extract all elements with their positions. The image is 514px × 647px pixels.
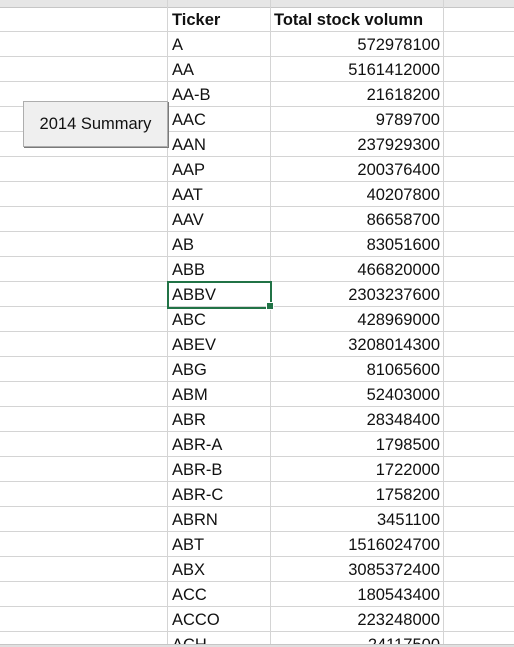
- row-gridline: [0, 31, 514, 32]
- volume-cell[interactable]: 40207800: [366, 186, 440, 204]
- volume-cell[interactable]: 572978100: [357, 36, 440, 54]
- row-gridline: [0, 406, 514, 407]
- ticker-cell[interactable]: ABR-A: [172, 436, 223, 454]
- ticker-cell[interactable]: AA: [172, 61, 195, 79]
- volume-cell[interactable]: 52403000: [366, 386, 440, 404]
- row-gridline: [0, 156, 514, 157]
- row-gridline: [0, 106, 514, 107]
- volume-cell[interactable]: 86658700: [366, 211, 440, 229]
- row-gridline: [0, 606, 514, 607]
- ticker-cell[interactable]: A: [172, 36, 184, 54]
- ticker-cell[interactable]: ACCO: [172, 611, 220, 629]
- ticker-cell[interactable]: ABX: [172, 561, 206, 579]
- volume-cell[interactable]: 21618200: [366, 86, 440, 104]
- active-cell-border: [167, 281, 272, 309]
- ticker-cell[interactable]: ABR-C: [172, 486, 224, 504]
- volume-cell[interactable]: 200376400: [357, 161, 440, 179]
- ticker-cell[interactable]: ACC: [172, 586, 207, 604]
- fill-handle[interactable]: [266, 302, 274, 310]
- row-gridline: [0, 531, 514, 532]
- volume-cell[interactable]: 83051600: [366, 236, 440, 254]
- ticker-cell[interactable]: AAV: [172, 211, 204, 229]
- row-gridline: [0, 381, 514, 382]
- ticker-cell[interactable]: ABRN: [172, 511, 218, 529]
- row-gridline: [0, 56, 514, 57]
- volume-cell[interactable]: 3208014300: [348, 336, 440, 354]
- column-gridline: [270, 0, 271, 647]
- volume-cell[interactable]: 1758200: [375, 486, 440, 504]
- ticker-cell[interactable]: AA-B: [172, 86, 211, 104]
- volume-cell[interactable]: 2303237600: [348, 286, 440, 304]
- ticker-cell[interactable]: AB: [172, 236, 195, 254]
- volume-cell[interactable]: 3085372400: [348, 561, 440, 579]
- ticker-cell[interactable]: ACH: [172, 636, 207, 647]
- row-gridline: [0, 456, 514, 457]
- row-gridline: [0, 481, 514, 482]
- volume-cell[interactable]: 223248000: [357, 611, 440, 629]
- volume-cell[interactable]: 3451100: [376, 511, 440, 529]
- volume-cell[interactable]: 466820000: [357, 261, 440, 279]
- row-gridline: [0, 556, 514, 557]
- column-gridline: [167, 0, 168, 647]
- 2014-summary-button[interactable]: 2014 Summary: [23, 101, 168, 147]
- volume-cell[interactable]: 81065600: [366, 361, 440, 379]
- row-gridline: [0, 181, 514, 182]
- ticker-cell[interactable]: ABG: [172, 361, 207, 379]
- ticker-cell[interactable]: ABEV: [172, 336, 217, 354]
- ticker-cell[interactable]: ABBV: [172, 286, 217, 304]
- column-header-strip: [0, 0, 514, 8]
- ticker-cell[interactable]: ABR: [172, 411, 206, 429]
- row-gridline: [0, 206, 514, 207]
- volume-cell[interactable]: 428969000: [357, 311, 440, 329]
- ticker-cell[interactable]: ABT: [172, 536, 205, 554]
- ticker-cell[interactable]: ABC: [172, 311, 206, 329]
- volume-cell[interactable]: 180543400: [357, 586, 440, 604]
- volume-cell[interactable]: 28348400: [366, 411, 440, 429]
- volume-cell[interactable]: 1722000: [375, 461, 440, 479]
- volume-cell[interactable]: 5161412000: [348, 61, 440, 79]
- row-gridline: [0, 256, 514, 257]
- ticker-cell[interactable]: AAN: [172, 136, 206, 154]
- row-gridline: [0, 81, 514, 82]
- ticker-cell[interactable]: ABM: [172, 386, 208, 404]
- ticker-cell[interactable]: AAP: [172, 161, 206, 179]
- ticker-cell[interactable]: AAT: [172, 186, 203, 204]
- row-gridline: [0, 331, 514, 332]
- ticker-cell[interactable]: AAC: [172, 111, 206, 129]
- row-gridline: [0, 231, 514, 232]
- ticker-cell[interactable]: ABB: [172, 261, 206, 279]
- bottom-edge: [0, 644, 514, 647]
- header-total-volume[interactable]: Total stock volumn: [274, 11, 424, 29]
- column-gridline: [443, 0, 444, 647]
- volume-cell[interactable]: 1798500: [375, 436, 440, 454]
- row-gridline: [0, 131, 514, 132]
- volume-cell[interactable]: 9789700: [375, 111, 440, 129]
- row-gridline: [0, 306, 514, 307]
- volume-cell[interactable]: 24117500: [367, 636, 440, 647]
- row-gridline: [0, 431, 514, 432]
- row-gridline: [0, 506, 514, 507]
- row-gridline: [0, 631, 514, 632]
- header-ticker[interactable]: Ticker: [172, 11, 221, 29]
- row-gridline: [0, 581, 514, 582]
- row-gridline: [0, 356, 514, 357]
- ticker-cell[interactable]: ABR-B: [172, 461, 223, 479]
- volume-cell[interactable]: 237929300: [357, 136, 440, 154]
- volume-cell[interactable]: 1516024700: [348, 536, 440, 554]
